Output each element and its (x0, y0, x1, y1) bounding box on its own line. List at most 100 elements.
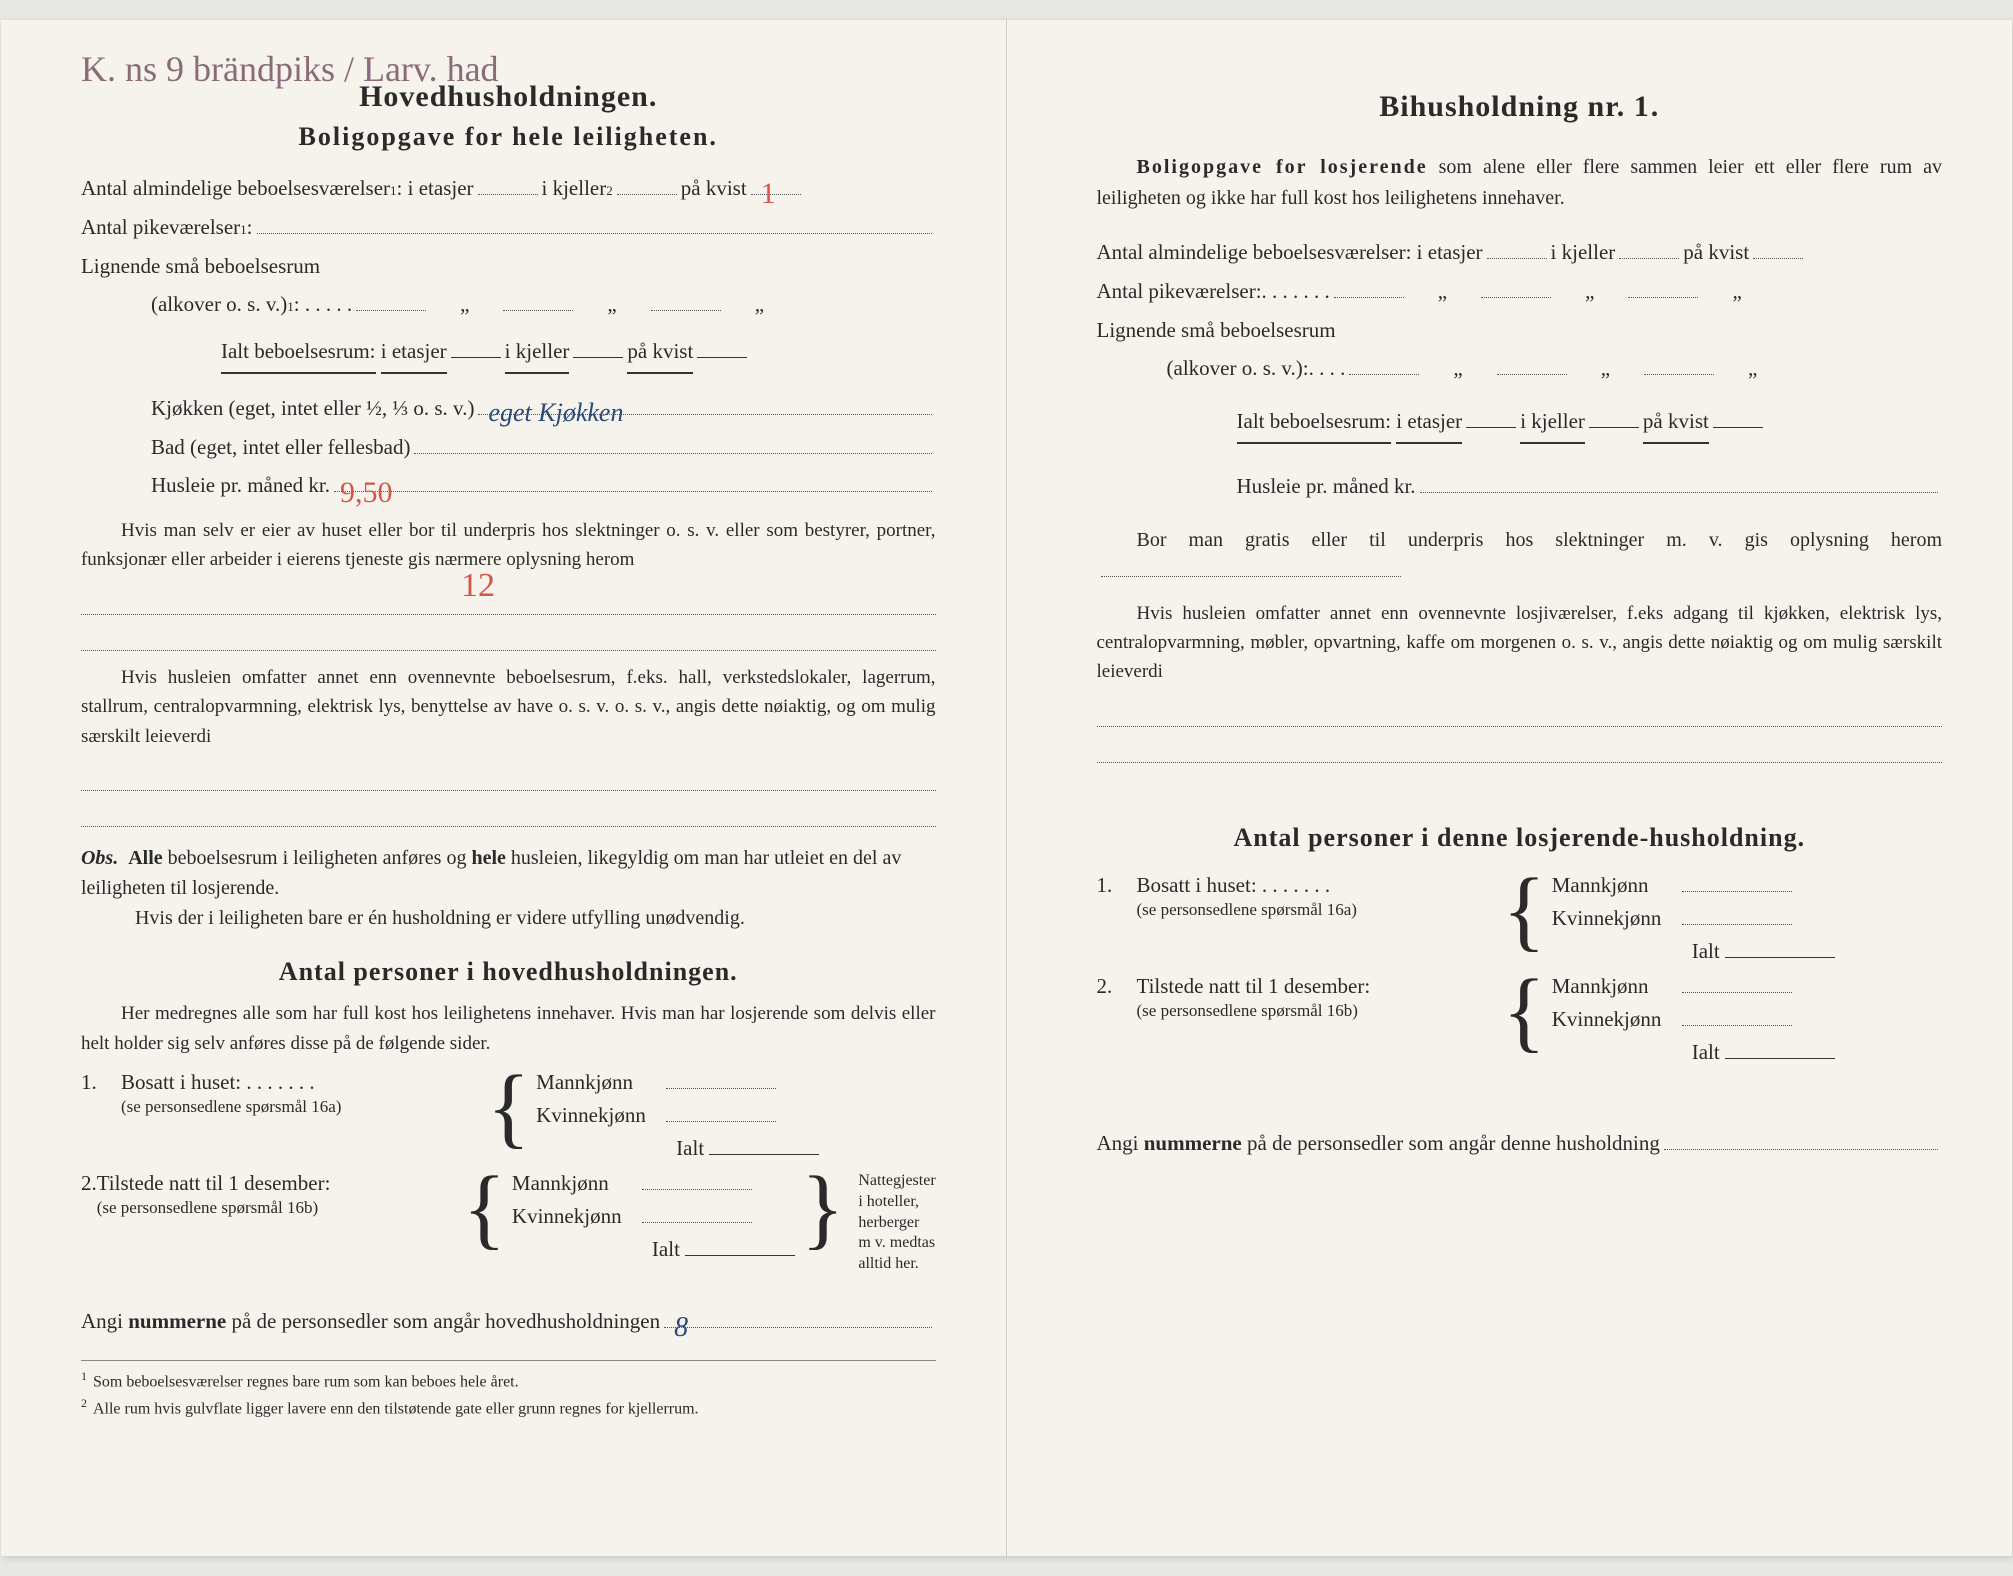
fill (1466, 427, 1516, 428)
fill: 8 (664, 1327, 931, 1328)
fill (1349, 374, 1419, 375)
fill (666, 1121, 776, 1122)
label: i etasjer (1396, 409, 1462, 433)
label: i kjeller (542, 170, 607, 207)
obs-label: Obs. (81, 847, 118, 869)
label: på kvist (627, 339, 693, 363)
alkover-line-2: (alkover o. s. v.): . . . . „ „ „ (1097, 350, 1943, 387)
label: i kjeller (1520, 409, 1585, 433)
label: Mannkjønn (536, 1070, 666, 1095)
fill-line (1097, 735, 1943, 763)
husleie-line: Husleie pr. måned kr. 9,50 (81, 467, 936, 504)
label: Ialt (1692, 939, 1720, 964)
pikevaerelser-line: Antal pikeværelser1: (81, 209, 936, 246)
fill-line (1097, 699, 1943, 727)
label: Lignende små beboelsesrum (1097, 312, 1336, 349)
fill: 9,50 (334, 491, 931, 492)
fill (709, 1154, 819, 1155)
label: Tilstede natt til 1 desember: (97, 1171, 331, 1195)
label: på kvist (1643, 409, 1709, 433)
fill (356, 310, 426, 311)
para-includes: Hvis husleien omfatter annet enn ovennev… (81, 663, 936, 751)
label: Antal almindelige beboelsesværelser: i e… (1097, 234, 1483, 271)
label: (alkover o. s. v.): (1167, 350, 1309, 387)
fill (414, 453, 931, 454)
angi-line: Angi nummerne på de personsedler som ang… (81, 1303, 936, 1340)
main-title-right: Bihusholdning nr. 1. (1097, 90, 1943, 124)
label: Bosatt i huset: (1137, 873, 1257, 897)
alkover-line-1: Lignende små beboelsesrum (1097, 312, 1943, 349)
fill-etasjer (478, 194, 538, 195)
fill (1497, 374, 1567, 375)
label: Ialt (652, 1237, 680, 1262)
fill (451, 357, 501, 358)
para-owner: Hvis man selv er eier av huset eller bor… (81, 516, 936, 575)
sublabel: (se personsedlene spørsmål 16b) (97, 1198, 457, 1218)
label: Antal pikeværelser (81, 209, 240, 246)
footnote-2: Alle rum hvis gulvflate ligger lavere en… (93, 1400, 699, 1417)
fill (1664, 1149, 1938, 1150)
fill (642, 1222, 752, 1223)
handwritten-value: 9,50 (340, 467, 393, 520)
fill (1420, 492, 1938, 493)
text: Hvis der i leiligheten bare er én hushol… (81, 907, 745, 929)
sublabel: (se personsedlene spørsmål 16a) (121, 1097, 481, 1117)
pikevaerelser-line: Antal pikeværelser: . . . . . . . „ „ „ (1097, 273, 1943, 310)
label: Mannkjønn (1552, 974, 1682, 999)
fill (1101, 576, 1401, 577)
handwritten-value: 12 (461, 567, 495, 605)
ialt-line: Ialt beboelsesrum: i etasjer i kjeller p… (1097, 403, 1943, 444)
fill (1481, 297, 1551, 298)
label: Kvinnekjønn (512, 1204, 642, 1229)
sublabel: (se personsedlene spørsmål 16a) (1137, 900, 1497, 920)
fill (257, 233, 932, 234)
fill (666, 1088, 776, 1089)
item-bosatt: 1. Bosatt i huset: . . . . . . . (se per… (81, 1070, 936, 1161)
section-persons-intro: Her medregnes alle som har full kost hos… (81, 999, 936, 1058)
fill (1644, 374, 1714, 375)
para-gratis: Bor man gratis eller til underpris hos s… (1097, 525, 1943, 587)
section-persons-title: Antal personer i denne losjerende-hushol… (1097, 823, 1943, 853)
handwritten-annotation-top: K. ns 9 brändpiks / Larv. had (81, 48, 499, 90)
label: Mannkjønn (1552, 873, 1682, 898)
fill (651, 310, 721, 311)
fill (1682, 891, 1792, 892)
fill (573, 357, 623, 358)
text: Bor man gratis eller til underpris hos s… (1137, 529, 1943, 551)
rooms-line-1: Antal almindelige beboelsesværelser: i e… (1097, 234, 1943, 271)
label: Kvinnekjønn (1552, 1007, 1682, 1032)
label: Ialt beboelsesrum: (221, 333, 376, 374)
label: (alkover o. s. v.) (151, 286, 287, 323)
label: Kvinnekjønn (1552, 906, 1682, 931)
fill (1713, 427, 1763, 428)
fill (685, 1255, 795, 1256)
obs-block: Obs. Alle beboelsesrum i leiligheten anf… (81, 843, 936, 933)
section-persons-title: Antal personer i hovedhusholdningen. (81, 957, 936, 987)
label: Antal pikeværelser: (1097, 273, 1262, 310)
footnotes: 1Som beboelsesværelser regnes bare rum s… (81, 1360, 936, 1422)
para-includes: Hvis husleien omfatter annet enn ovennev… (1097, 599, 1943, 687)
label: Ialt beboelsesrum: (1237, 403, 1392, 444)
fill (1682, 1025, 1792, 1026)
fill (1628, 297, 1698, 298)
fill (1682, 992, 1792, 993)
husleie-line: Husleie pr. måned kr. (1097, 468, 1943, 505)
label: på kvist (681, 170, 747, 207)
fill (503, 310, 573, 311)
label: Lignende små beboelsesrum (81, 248, 320, 285)
handwritten-value: eget Kjøkken (488, 390, 623, 436)
fill (697, 357, 747, 358)
fill-line: 12 (81, 587, 936, 615)
item-bosatt: 1. Bosatt i huset: . . . . . . . (se per… (1097, 873, 1943, 964)
item-tilstede: 2. Tilstede natt til 1 desember: (se per… (1097, 974, 1943, 1065)
label: : i etasjer (397, 170, 474, 207)
fill (1619, 258, 1679, 259)
item-tilstede: 2. Tilstede natt til 1 desember: (se per… (81, 1171, 936, 1275)
label: Tilstede natt til 1 desember: (1137, 974, 1371, 998)
fill (642, 1189, 752, 1190)
sublabel: (se personsedlene spørsmål 16b) (1137, 1001, 1497, 1021)
alkover-line-2: (alkover o. s. v.)1: . . . . . „ „ „ (81, 286, 936, 323)
label: Mannkjønn (512, 1171, 642, 1196)
subtitle-left: Boligopgave for hele leiligheten. (81, 122, 936, 152)
label: Kvinnekjønn (536, 1103, 666, 1128)
